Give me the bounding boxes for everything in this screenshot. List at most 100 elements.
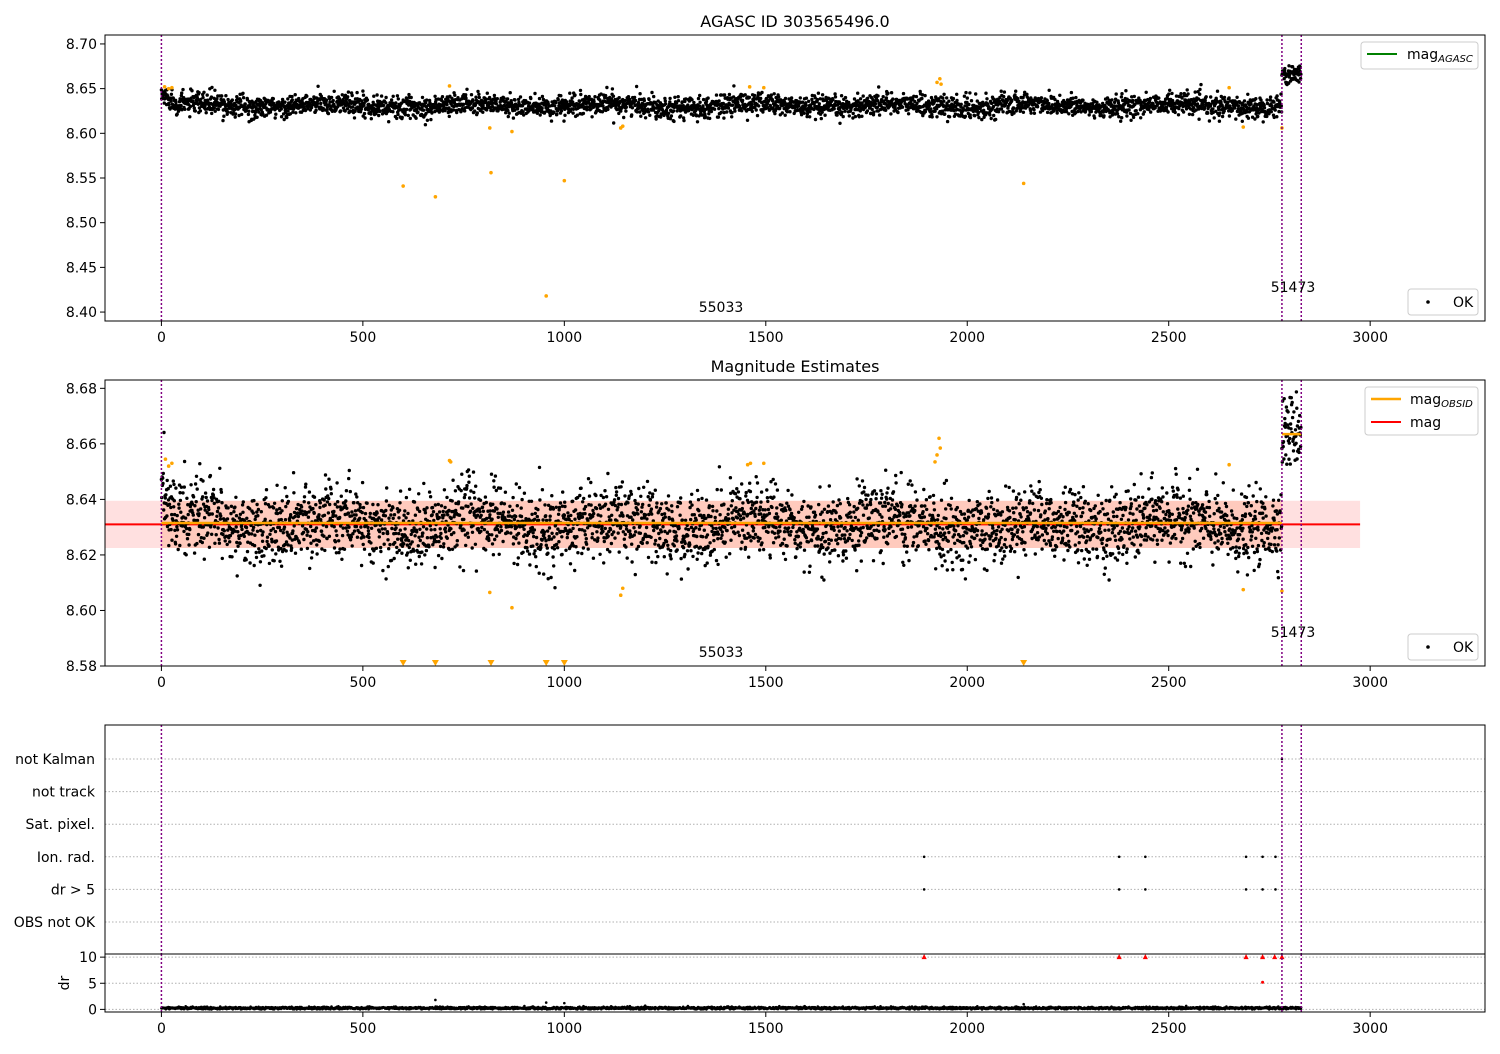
agasc-ok-point (803, 112, 806, 115)
agasc-ok-point (876, 94, 879, 97)
estimates-ok-point (252, 499, 255, 502)
estimates-ok-point (368, 553, 371, 556)
estimates-ok-point (471, 524, 474, 527)
estimates-ok-point (330, 492, 333, 495)
estimates-ok-point (245, 526, 248, 529)
estimates-ok-point (446, 537, 449, 540)
agasc-ytick-label: 8.65 (66, 82, 97, 98)
estimates-ok-point (494, 474, 497, 477)
estimates-ok-point (356, 536, 359, 539)
estimates-ok-point (452, 531, 455, 534)
estimates-ok-point (181, 524, 184, 527)
estimates-ok-point (188, 528, 191, 531)
estimates-ok-point (286, 543, 289, 546)
agasc-ok-point (247, 110, 250, 113)
agasc-ok-point (476, 90, 479, 93)
estimates-ok-point (162, 431, 165, 434)
estimates-ok-point (431, 513, 434, 516)
estimates-ok-point (315, 552, 318, 555)
agasc-ok-point (799, 96, 802, 99)
estimates-ok-point (556, 546, 559, 549)
agasc-ok-point (1074, 96, 1077, 99)
estimates-ok-point (208, 546, 211, 549)
estimates-ok-point (196, 487, 199, 490)
estimates-ok-point (511, 509, 514, 512)
agasc-ok-point (933, 100, 936, 103)
agasc-ok-point (1067, 112, 1070, 115)
estimates-ok-point (415, 530, 418, 533)
estimates-ok-point (525, 539, 528, 542)
estimates-ok-point (302, 538, 305, 541)
agasc-ok-point (513, 98, 516, 101)
estimates-ok-point (213, 502, 216, 505)
estimates-ok-point (550, 532, 553, 535)
estimates-ok-point (283, 526, 286, 529)
agasc-ok-point (698, 94, 701, 97)
estimates-ok-point (461, 506, 464, 509)
agasc-ok-point (351, 94, 354, 97)
estimates-ok-point (381, 569, 384, 572)
estimates-ok-point (223, 529, 226, 532)
estimates-ok-point (328, 535, 331, 538)
agasc-ok-point (538, 97, 541, 100)
estimates-ok-point (308, 567, 311, 570)
estimates-ok-point (255, 556, 258, 559)
estimates-ok-point (253, 544, 256, 547)
estimates-ok-point (303, 495, 306, 498)
estimates-ok-point (512, 542, 515, 545)
agasc-ok-point (592, 100, 595, 103)
agasc-ok-point (860, 115, 863, 118)
estimates-ok-point (460, 473, 463, 476)
agasc-ok-point (750, 103, 753, 106)
estimates-ok-point (165, 514, 168, 517)
estimates-ok-point (598, 525, 601, 528)
estimates-ok-point (440, 557, 443, 560)
estimates-ok-point (192, 495, 195, 498)
agasc-ok-point (946, 120, 949, 123)
estimates-ok-point (534, 512, 537, 515)
agasc-ok-point (416, 111, 419, 114)
estimates-ok-point (300, 509, 303, 512)
agasc-ok-point (797, 104, 800, 107)
estimates-ok-point (309, 542, 312, 545)
agasc-ok-point (1275, 115, 1278, 118)
estimates-ok-point (520, 498, 523, 501)
agasc-ok-point (727, 106, 730, 109)
estimates-ok-point (438, 516, 441, 519)
agasc-ok-point (512, 116, 515, 119)
agasc-legend-ok-label: OK (1453, 295, 1474, 311)
agasc-ok-point (638, 92, 641, 95)
estimates-ok-point (236, 530, 239, 533)
agasc-ok-point (788, 110, 791, 113)
estimates-ok-point (531, 544, 534, 547)
agasc-ok-point (891, 97, 894, 100)
agasc-ok-point (701, 104, 704, 107)
agasc-ok-point (866, 109, 869, 112)
estimates-ok-point (183, 460, 186, 463)
estimates-ok-point (304, 485, 307, 488)
estimates-ok-point (584, 505, 587, 508)
estimates-ok-point (240, 528, 243, 531)
estimates-ok-point (274, 530, 277, 533)
agasc-ok-point (507, 115, 510, 118)
agasc-ok-point (540, 107, 543, 110)
agasc-ok-point (990, 117, 993, 120)
estimates-ok-point (261, 533, 264, 536)
agasc-ok-point (943, 112, 946, 115)
agasc-ok-point (314, 109, 317, 112)
agasc-ok-point (370, 117, 373, 120)
agasc-ok-point (179, 104, 182, 107)
agasc-data-layer (160, 35, 1303, 321)
estimates-ok-point (580, 552, 583, 555)
estimates-ok-point (185, 553, 188, 556)
estimates-ok-point (324, 487, 327, 490)
agasc-ok-point (183, 108, 186, 111)
estimates-ok-point (551, 555, 554, 558)
estimates-ok-point (548, 518, 551, 521)
agasc-ok-point (222, 115, 225, 118)
agasc-ok-point (1216, 90, 1219, 93)
agasc-ok-point (840, 111, 843, 114)
agasc-ok-point (528, 101, 531, 104)
agasc-ok-point (639, 115, 642, 118)
estimates-ok-point (509, 531, 512, 534)
